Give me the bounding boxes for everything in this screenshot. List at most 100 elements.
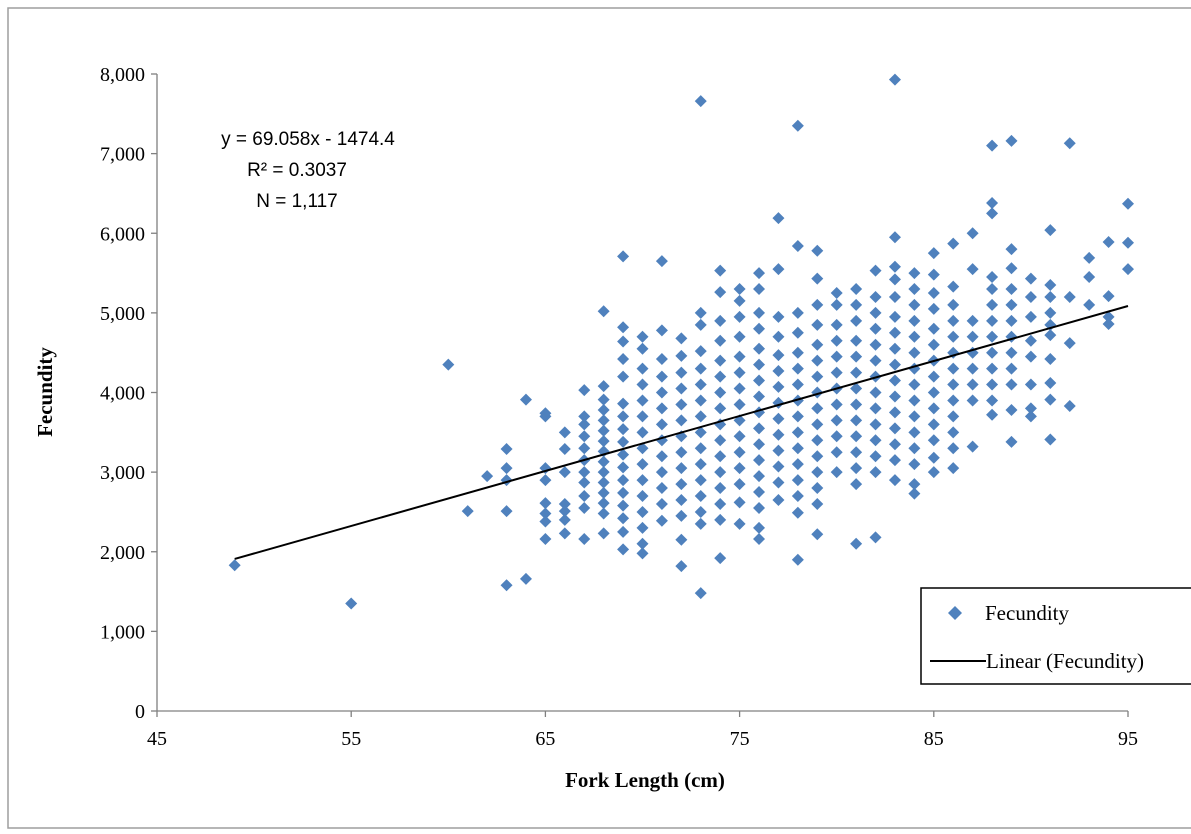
scatter-point	[1005, 298, 1018, 311]
scatter-point	[753, 422, 766, 435]
trendline	[234, 305, 1129, 560]
scatter-point	[791, 490, 804, 503]
scatter-point	[850, 366, 863, 379]
scatter-point	[986, 139, 999, 152]
scatter-point	[617, 370, 630, 383]
scatter-point	[791, 306, 804, 319]
scatter-point	[753, 322, 766, 335]
scatter-point	[481, 470, 494, 483]
scatter-point	[500, 505, 513, 518]
scatter-point	[694, 517, 707, 530]
y-tick-label: 8,000	[100, 64, 145, 86]
scatter-point	[791, 458, 804, 471]
scatter-point	[694, 490, 707, 503]
scatter-point	[811, 298, 824, 311]
legend-label-linear: Linear (Fecundity)	[986, 649, 1144, 673]
scatter-point	[986, 408, 999, 421]
scatter-point	[1063, 290, 1076, 303]
scatter-point	[500, 462, 513, 475]
scatter-point	[597, 497, 610, 510]
scatter-point	[850, 350, 863, 363]
scatter-point	[539, 507, 552, 520]
scatter-point	[830, 366, 843, 379]
scatter-point	[636, 330, 649, 343]
scatter-point	[966, 314, 979, 327]
scatter-point	[694, 587, 707, 600]
scatter-point	[947, 426, 960, 439]
scatter-point	[908, 478, 921, 491]
scatter-point	[753, 501, 766, 514]
scatter-point	[1024, 410, 1037, 423]
scatter-point	[617, 321, 630, 334]
scatter-point	[1005, 282, 1018, 295]
scatter-point	[908, 487, 921, 500]
scatter-point	[908, 458, 921, 471]
chart-border	[7, 7, 1191, 829]
y-tick-label: 2,000	[100, 542, 145, 564]
scatter-point	[675, 349, 688, 362]
scatter-point	[655, 255, 668, 268]
scatter-point	[830, 334, 843, 347]
scatter-point	[908, 298, 921, 311]
scatter-point	[714, 264, 727, 277]
scatter-point	[966, 378, 979, 391]
scatter-point	[927, 370, 940, 383]
legend: Fecundity Linear (Fecundity)	[920, 587, 1191, 685]
scatter-point	[500, 443, 513, 456]
y-tick-label: 1,000	[100, 621, 145, 643]
scatter-point	[772, 428, 785, 441]
y-tick-label: 3,000	[100, 462, 145, 484]
scatter-point	[655, 386, 668, 399]
scatter-point	[947, 280, 960, 293]
scatter-point	[714, 482, 727, 495]
scatter-point	[558, 443, 571, 456]
scatter-point	[714, 354, 727, 367]
scatter-point	[869, 418, 882, 431]
scatter-point	[694, 505, 707, 518]
scatter-point	[908, 346, 921, 359]
scatter-point	[986, 282, 999, 295]
scatter-point	[772, 349, 785, 362]
scatter-point	[675, 493, 688, 506]
scatter-point	[811, 497, 824, 510]
scatter-point	[830, 414, 843, 427]
scatter-point	[947, 298, 960, 311]
scatter-point	[1024, 310, 1037, 323]
scatter-point	[694, 394, 707, 407]
scatter-point	[1044, 290, 1057, 303]
scatter-point	[888, 290, 901, 303]
scatter-point	[617, 397, 630, 410]
scatter-point	[947, 362, 960, 375]
scatter-point	[966, 330, 979, 343]
scatter-point	[714, 370, 727, 383]
scatter-point	[986, 207, 999, 220]
scatter-point	[1044, 224, 1057, 237]
scatter-point	[888, 342, 901, 355]
scatter-point	[811, 402, 824, 415]
scatter-point	[888, 358, 901, 371]
scatter-point	[850, 382, 863, 395]
scatter-point	[1024, 350, 1037, 363]
x-tick-label: 95	[1118, 728, 1138, 750]
scatter-point	[830, 318, 843, 331]
scatter-point	[597, 507, 610, 520]
scatter-point	[578, 490, 591, 503]
scatter-point	[617, 512, 630, 525]
scatter-point	[1122, 263, 1134, 276]
scatter-point	[791, 119, 804, 132]
scatter-point	[675, 446, 688, 459]
scatter-point	[753, 521, 766, 534]
scatter-point	[850, 462, 863, 475]
scatter-point	[830, 446, 843, 459]
scatter-point	[597, 393, 610, 406]
x-tick-label: 85	[924, 728, 944, 750]
scatter-point	[1063, 337, 1076, 350]
scatter-point	[753, 470, 766, 483]
n-count-text: N = 1,117	[256, 191, 338, 212]
scatter-point	[694, 378, 707, 391]
scatter-point	[753, 358, 766, 371]
scatter-point	[927, 247, 940, 260]
scatter-point	[753, 342, 766, 355]
scatter-point	[772, 263, 785, 276]
scatter-point	[830, 286, 843, 299]
